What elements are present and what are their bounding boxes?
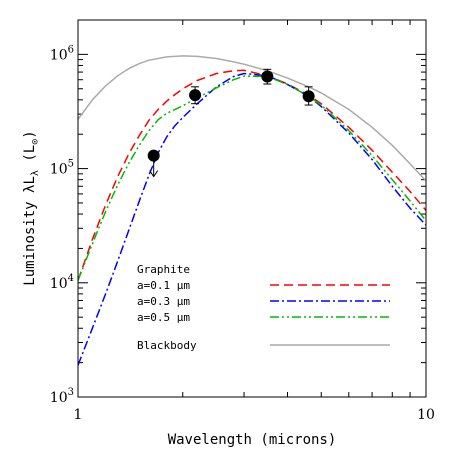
y-tick-label: 105: [50, 159, 74, 178]
series-group: [78, 55, 426, 366]
series-line-3: [78, 75, 426, 281]
legend: Graphite a=0.1 μm a=0.3 μm a=0.5 μm Blackbod…: [137, 263, 390, 352]
y-tick-label: 106: [50, 44, 74, 63]
series-line-2: [78, 72, 426, 366]
y-axis-title: Luminosity λLλ (L⊙): [22, 130, 41, 285]
series-line-1: [78, 69, 426, 281]
data-point: [261, 70, 274, 83]
data-point: [302, 90, 315, 103]
y-tick-label: 104: [50, 273, 74, 292]
y-axis-title-sub: λ: [30, 170, 41, 176]
legend-label-1: a=0.1 μm: [137, 279, 190, 292]
data-point: [147, 149, 160, 162]
data-point: [189, 89, 202, 102]
x-tick-label: 1: [74, 407, 83, 423]
x-axis-title: Wavelength (microns): [168, 432, 337, 448]
legend-heading: Graphite: [137, 263, 190, 276]
observations-group: [147, 68, 315, 178]
y-axis-title-unit-sub: ⊙: [30, 139, 41, 145]
legend-label-2: a=0.3 μm: [137, 295, 190, 308]
axis-ticks-group: 1 10 103 104 105 106: [50, 19, 435, 423]
plot-frame: [77, 19, 427, 398]
axis-labels: Wavelength (microns) Luminosity λLλ (L⊙): [22, 130, 336, 448]
series-line-4: [78, 55, 426, 182]
x-tick-label: 10: [417, 407, 435, 423]
legend-label-3: a=0.5 μm: [137, 311, 190, 324]
y-tick-label: 103: [50, 387, 74, 406]
upper-limit-arrowhead: [149, 170, 159, 178]
legend-label-4: Blackbody: [137, 339, 197, 352]
